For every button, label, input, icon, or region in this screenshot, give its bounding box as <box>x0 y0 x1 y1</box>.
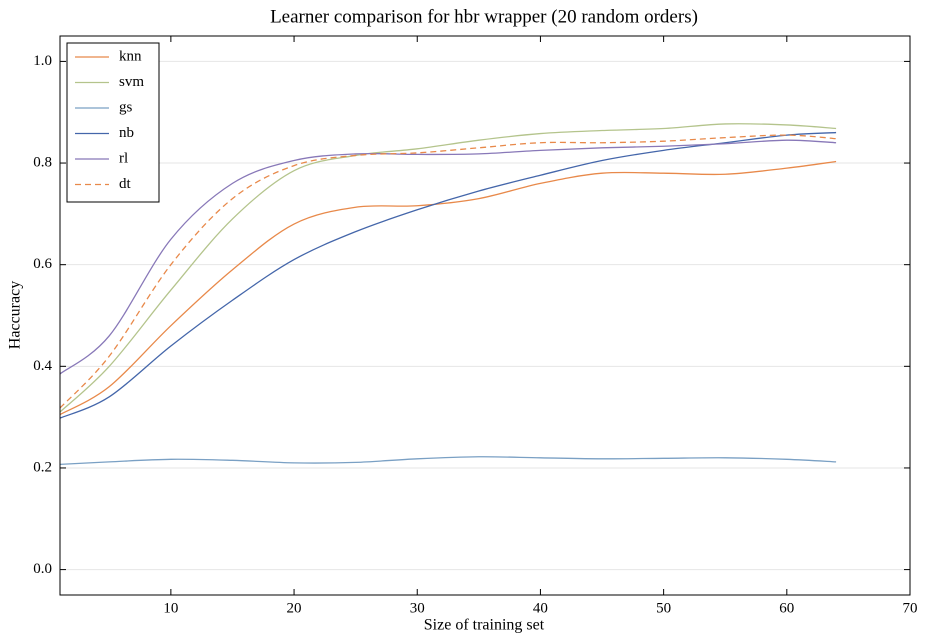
series-line <box>59 131 837 419</box>
x-tick-label: 10 <box>163 600 178 616</box>
x-tick-label: 50 <box>656 600 671 616</box>
y-tick-label: 0.0 <box>33 561 52 577</box>
x-tick-label: 20 <box>287 600 302 616</box>
series-line <box>59 134 837 409</box>
legend-label: gs <box>119 99 133 115</box>
y-tick-label: 1.0 <box>33 53 52 69</box>
x-axis-label: Size of training set <box>424 617 545 634</box>
x-tick-label: 40 <box>533 600 548 616</box>
legend-label: svm <box>119 74 144 90</box>
legend-label: dt <box>119 176 132 192</box>
series-line <box>59 456 837 466</box>
y-axis-label: Haccuracy <box>7 281 24 349</box>
y-tick-label: 0.6 <box>33 256 52 272</box>
y-tick-label: 0.8 <box>33 154 52 170</box>
plot-frame <box>59 35 911 596</box>
x-tick-label: 70 <box>903 600 918 616</box>
series-line <box>59 139 837 375</box>
legend-label: nb <box>119 125 134 141</box>
legend-label: knn <box>119 48 142 64</box>
y-tick-label: 0.4 <box>33 358 52 374</box>
y-tick-label: 0.2 <box>33 459 52 475</box>
x-tick-label: 60 <box>779 600 794 616</box>
chart-title: Learner comparison for hbr wrapper (20 r… <box>270 6 698 27</box>
series-line <box>59 160 837 416</box>
series-line <box>59 123 837 413</box>
legend-box <box>66 42 160 203</box>
x-tick-label: 30 <box>410 600 425 616</box>
legend-label: rl <box>119 150 128 166</box>
